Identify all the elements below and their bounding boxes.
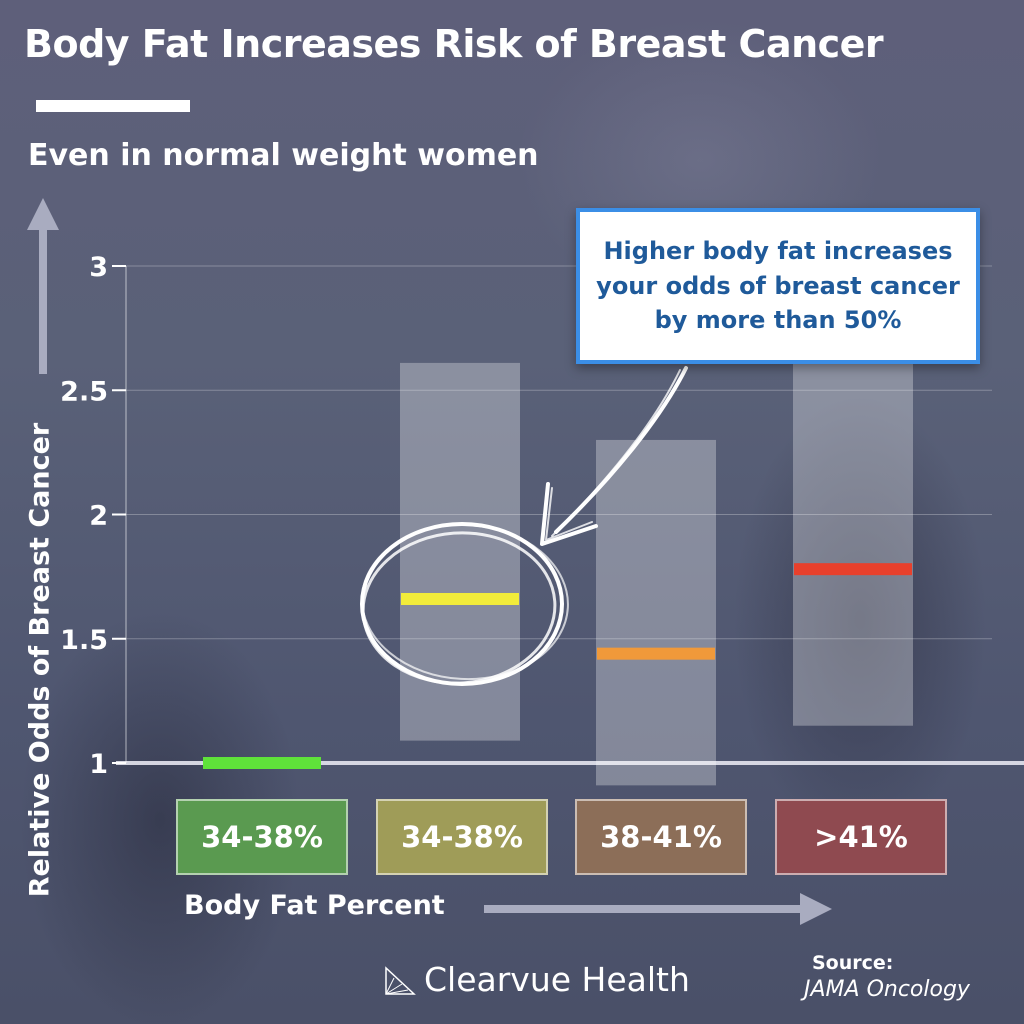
ci-bar-4 bbox=[793, 338, 913, 726]
category-label-1: 34-38% bbox=[176, 799, 348, 875]
bars bbox=[203, 338, 913, 786]
clearvue-logo-icon bbox=[385, 965, 416, 995]
sketch-arrow bbox=[540, 366, 688, 546]
brand-name: Clearvue Health bbox=[424, 960, 690, 999]
source-label: Source: bbox=[812, 952, 894, 974]
category-label-2: 34-38% bbox=[376, 799, 548, 875]
odds-marker-1 bbox=[203, 757, 321, 769]
page-subtitle: Even in normal weight women bbox=[28, 138, 539, 173]
callout-box: Higher body fat increases your odds of b… bbox=[576, 208, 980, 364]
y-tick-label-1: 1 bbox=[89, 749, 108, 780]
odds-marker-3 bbox=[597, 647, 715, 660]
y-tick-label-2: 1.5 bbox=[60, 625, 108, 656]
x-axis-label: Body Fat Percent bbox=[184, 890, 445, 921]
odds-marker-4 bbox=[794, 563, 912, 576]
y-tick-label-3: 2 bbox=[89, 501, 108, 532]
category-label-4: >41% bbox=[775, 799, 947, 875]
brand: Clearvue Health bbox=[384, 960, 690, 999]
page-title: Body Fat Increases Risk of Breast Cancer bbox=[24, 22, 884, 66]
ci-bar-3 bbox=[596, 439, 716, 786]
highlight-circle bbox=[360, 522, 569, 686]
category-label-3: 38-41% bbox=[575, 799, 747, 875]
y-tick-label-5: 3 bbox=[89, 252, 108, 283]
callout-text: Higher body fat increases your odds of b… bbox=[596, 236, 960, 335]
y-axis-label: Relative Odds of Breast Cancer bbox=[24, 422, 56, 898]
y-tick-label-4: 2.5 bbox=[60, 376, 108, 407]
source-value: JAMA Oncology bbox=[804, 977, 970, 1002]
odds-marker-2 bbox=[401, 592, 519, 605]
title-underline bbox=[36, 100, 190, 112]
